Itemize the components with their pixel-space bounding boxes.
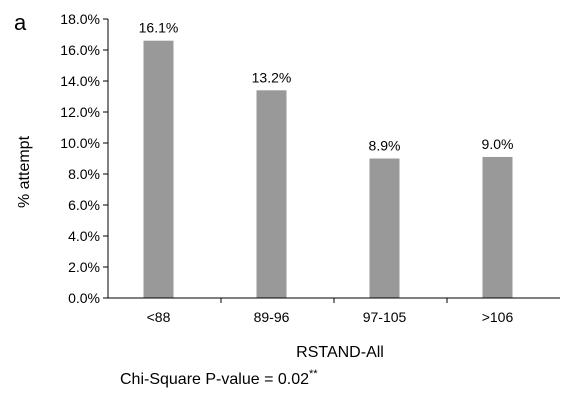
data-label: 8.9% (369, 138, 401, 154)
y-tick-label: 16.0% (60, 42, 100, 58)
bars-group (143, 40, 513, 298)
data-label: 9.0% (482, 136, 514, 152)
x-axis: <88 89-96 97-105 >106 (108, 297, 560, 325)
data-labels-group: 16.1% 13.2% 8.9% 9.0% (139, 20, 514, 154)
x-axis-title: RSTAND-All (296, 344, 384, 361)
bar (482, 156, 513, 298)
significance-marker: ** (309, 368, 318, 380)
x-tick-label: 89-96 (254, 309, 290, 325)
bar (256, 90, 287, 298)
y-tick-label: 14.0% (60, 73, 100, 89)
y-tick-label: 12.0% (60, 104, 100, 120)
y-tick-label: 2.0% (68, 259, 100, 275)
bar (143, 40, 174, 298)
x-tick-label: <88 (147, 309, 171, 325)
x-tick-label: >106 (482, 309, 514, 325)
bar (369, 158, 400, 298)
y-axis-title: % attempt (16, 135, 33, 208)
chi-square-footnote: Chi-Square P-value = 0.02** (120, 368, 318, 389)
y-axis: 0.0% 2.0% 4.0% 6.0% 8.0% 10.0% 12.0% 14.0% 16.0%… (60, 11, 109, 306)
y-tick-label: 10.0% (60, 135, 100, 151)
data-label: 16.1% (139, 20, 179, 36)
y-tick-label: 4.0% (68, 228, 100, 244)
y-tick-label: 18.0% (60, 11, 100, 27)
y-tick-label: 6.0% (68, 197, 100, 213)
data-label: 13.2% (252, 69, 292, 85)
x-tick-label: 97-105 (363, 309, 407, 325)
footnote-text: Chi-Square P-value = 0.02 (120, 371, 309, 388)
y-tick-label: 8.0% (68, 166, 100, 182)
panel-label: a (14, 10, 27, 35)
y-tick-label: 0.0% (68, 290, 100, 306)
